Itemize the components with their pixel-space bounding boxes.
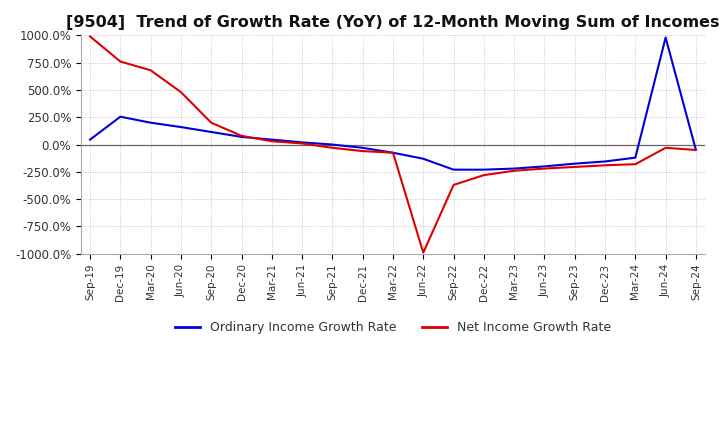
- Title: [9504]  Trend of Growth Rate (YoY) of 12-Month Moving Sum of Incomes: [9504] Trend of Growth Rate (YoY) of 12-…: [66, 15, 720, 30]
- Legend: Ordinary Income Growth Rate, Net Income Growth Rate: Ordinary Income Growth Rate, Net Income …: [170, 316, 616, 339]
